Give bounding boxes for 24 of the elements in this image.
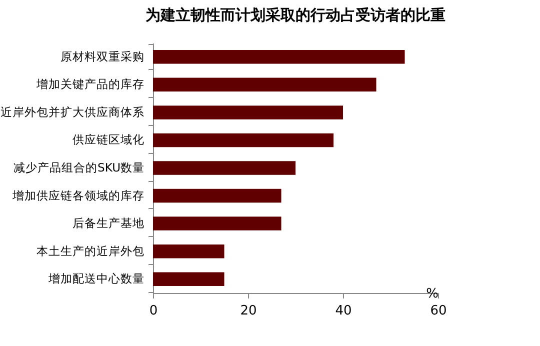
y-tick-label: 增加配送中心数量 — [48, 272, 144, 286]
x-axis-title: % — [426, 286, 438, 302]
x-tick-label: 40 — [335, 304, 352, 318]
bar — [153, 78, 376, 92]
x-tick-label: 20 — [240, 304, 257, 318]
y-tick-label: 原材料双重采购 — [60, 49, 144, 64]
bar — [153, 188, 282, 203]
y-tick-label: 增加供应链各领域的库存 — [12, 188, 144, 202]
y-tick-label: 减少产品组合的SKU数量 — [14, 160, 144, 174]
y-tick-label: 本土生产的近岸外包 — [36, 244, 144, 258]
y-tick-label: 后备生产基地 — [72, 216, 144, 230]
bar — [153, 106, 343, 120]
bar — [153, 133, 334, 148]
x-tick-label: 0 — [149, 304, 158, 318]
chart-title: 为建立韧性而计划采取的行动占受访者的比重 — [146, 6, 446, 24]
bar — [153, 244, 224, 258]
bar — [153, 161, 296, 175]
bar — [153, 272, 224, 286]
y-tick-label: 增加关键产品的库存 — [36, 77, 144, 92]
y-tick-label: 近岸外包并扩大供应商体系 — [0, 104, 144, 119]
bar — [153, 50, 405, 64]
y-tick-label: 供应链区域化 — [72, 132, 144, 147]
x-tick-label: 60 — [430, 304, 447, 318]
bar — [153, 216, 282, 230]
